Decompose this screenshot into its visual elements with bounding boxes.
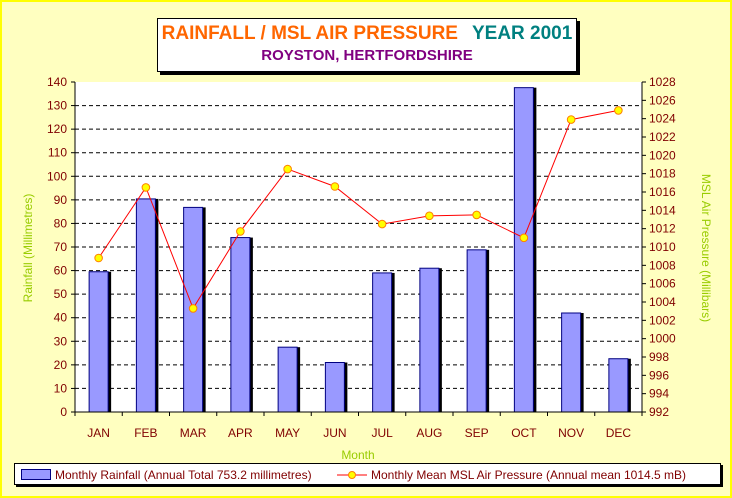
y-axis-title-right: MSL Air Pressure (Millibars) [699,174,713,322]
right-tick-label: 992 [649,405,669,419]
pressure-point [425,211,434,221]
chart-year: YEAR 2001 [471,23,573,44]
bar [88,271,109,413]
chart-title-box: RAINFALL / MSL AIR PRESSURE YEAR 2001 ROY… [157,18,577,72]
pressure-point [236,227,245,236]
left-tick-label: 80 [54,216,68,230]
left-tick-label: 10 [54,381,68,395]
pressure-point [377,219,387,229]
bar [608,358,629,413]
x-tick-label: MAY [275,426,300,440]
left-tick-label: 140 [47,75,67,89]
right-tick-label: 1024 [649,112,676,126]
pressure-point [188,304,198,313]
x-tick-label: APR [228,426,253,440]
left-tick-label: 70 [54,240,68,254]
right-tick-label: 1020 [649,148,676,162]
bar [230,237,251,413]
left-tick-label: 40 [54,311,68,325]
pressure-point [330,182,340,191]
right-tick-label: 1022 [649,130,676,144]
left-tick-label: 20 [54,358,68,372]
chart-subtitle: ROYSTON, HERTFORDSHIRE [261,47,473,64]
x-tick-label: FEB [134,426,157,440]
x-tick-label: SEP [465,426,489,440]
legend-bar-swatch [21,469,51,481]
left-tick-label: 30 [54,334,68,348]
x-tick-label: MAR [180,426,207,440]
chart-title: RAINFALL / MSL AIR PRESSURE [161,23,458,44]
legend-item-pressure: Monthly Mean MSL Air Pressure (Annual me… [337,467,686,482]
right-tick-label: 998 [649,350,669,364]
left-tick-label: 90 [54,193,68,207]
x-tick-label: DEC [606,426,632,440]
left-tick-label: 110 [48,146,67,160]
bar [466,249,487,413]
pressure-line [98,109,619,310]
left-tick-label: 0 [60,405,67,419]
left-tick-label: 100 [47,169,67,183]
x-tick-label: OCT [511,426,537,440]
x-tick-label: JUL [371,426,393,440]
left-tick-label: 50 [54,287,68,301]
pressure-point [472,210,481,220]
right-tick-label: 1026 [649,93,676,107]
right-tick-label: 994 [649,387,669,401]
right-tick-label: 1008 [649,258,676,272]
right-tick-label: 1002 [649,313,676,327]
bar [419,267,440,413]
bar [561,312,582,413]
bar [372,272,393,413]
left-tick-label: 130 [47,99,67,113]
x-tick-label: JAN [87,426,110,440]
y-axis-title-left: Rainfall (Millimetres) [21,194,35,303]
right-tick-label: 1018 [649,167,676,181]
pressure-point [614,106,623,115]
right-tick-label: 1010 [649,240,676,254]
legend-item-rainfall: Monthly Rainfall (Annual Total 753.2 mil… [21,467,312,482]
right-tick-label: 1006 [649,277,676,291]
chart-legend: Monthly Rainfall (Annual Total 753.2 mil… [14,463,721,485]
right-tick-label: 1012 [649,222,676,236]
pressure-point [566,115,576,124]
left-tick-label: 60 [54,264,68,278]
bar [135,198,156,413]
pressure-point [519,233,529,243]
legend-label-rainfall: Monthly Rainfall (Annual Total 753.2 mil… [55,467,312,482]
legend-label-pressure: Monthly Mean MSL Air Pressure (Annual me… [371,467,687,482]
pressure-point [283,164,292,174]
title-line: RAINFALL / MSL AIR PRESSURE YEAR 2001 [158,23,576,45]
x-tick-label: AUG [416,426,442,440]
bar [513,87,534,413]
x-axis-title: Month [341,448,374,462]
right-tick-label: 1000 [649,332,676,346]
right-tick-label: 1016 [649,185,676,199]
x-tick-label: JUN [323,426,346,440]
right-tick-label: 1004 [649,295,676,309]
pressure-point [141,183,151,192]
legend-line-swatch [337,470,367,479]
bar [277,346,298,413]
bar [324,362,345,413]
pressure-point [94,253,103,263]
left-tick-label: 120 [47,122,67,136]
right-tick-label: 996 [649,368,669,382]
right-tick-label: 1028 [649,75,676,89]
x-tick-label: NOV [558,426,584,440]
right-tick-label: 1014 [649,203,676,217]
